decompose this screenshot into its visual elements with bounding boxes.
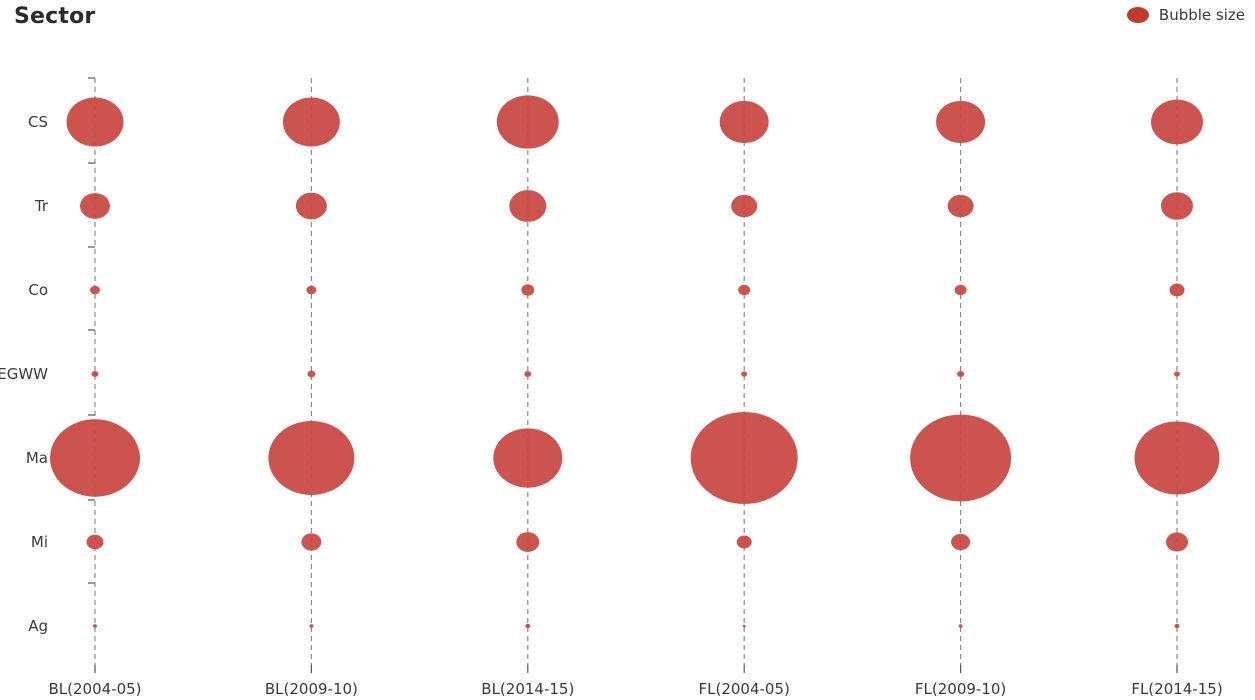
bubble	[719, 100, 769, 144]
bubble	[947, 194, 974, 218]
x-tick-label: BL(2004-05)	[48, 680, 141, 698]
bubble	[295, 192, 327, 220]
bubble	[496, 95, 559, 149]
y-tick-label: Ma	[26, 449, 48, 467]
bubble	[516, 532, 540, 552]
bubble	[954, 284, 967, 296]
bubble	[91, 370, 99, 378]
bubble	[50, 419, 140, 497]
bubble	[690, 411, 798, 505]
bubble	[90, 285, 100, 295]
bubble	[958, 624, 963, 628]
bubble	[524, 370, 532, 378]
bubble	[268, 421, 355, 495]
bubble	[736, 535, 752, 549]
bubble	[1134, 421, 1220, 495]
bubble	[80, 193, 110, 219]
x-tick-label: FL(2014-15)	[1131, 680, 1222, 698]
bubble	[282, 97, 340, 147]
y-tick-label: Mi	[31, 533, 48, 551]
bubble	[309, 624, 314, 628]
x-tick-label: FL(2009-10)	[915, 680, 1006, 698]
bubble	[738, 284, 751, 296]
bubble	[957, 370, 965, 378]
bubble	[936, 100, 986, 144]
bubble	[741, 371, 748, 377]
bubble	[1174, 623, 1180, 629]
y-tick-label: Ag	[28, 617, 48, 635]
bubble	[742, 624, 746, 628]
bubble	[910, 414, 1012, 502]
bubble	[951, 533, 971, 551]
x-tick-label: FL(2004-05)	[699, 680, 790, 698]
bubble	[1161, 192, 1193, 220]
x-tick-label: BL(2014-15)	[481, 680, 574, 698]
chart-title: Sector	[14, 4, 96, 29]
bubble	[521, 284, 535, 296]
y-tick-label: EGWW	[0, 365, 48, 383]
bubble	[1174, 371, 1180, 377]
y-tick-label: Tr	[34, 197, 49, 215]
bubble	[493, 428, 563, 488]
bubble	[86, 534, 104, 550]
bubble	[1169, 283, 1185, 297]
bubble	[1166, 532, 1188, 552]
bubble	[509, 190, 547, 222]
bubble	[66, 97, 124, 147]
legend-swatch	[1126, 7, 1149, 23]
legend-label: Bubble size	[1158, 6, 1245, 24]
bubble	[1151, 99, 1203, 145]
bubble	[307, 370, 316, 378]
legend: Bubble size	[1126, 6, 1245, 24]
bubble	[525, 623, 531, 629]
bubble	[731, 194, 758, 218]
bubble	[93, 624, 97, 628]
bubble	[306, 285, 317, 295]
bubble	[301, 533, 322, 551]
x-tick-label: BL(2009-10)	[265, 680, 358, 698]
y-tick-label: Co	[28, 281, 48, 299]
y-tick-label: CS	[28, 113, 48, 131]
